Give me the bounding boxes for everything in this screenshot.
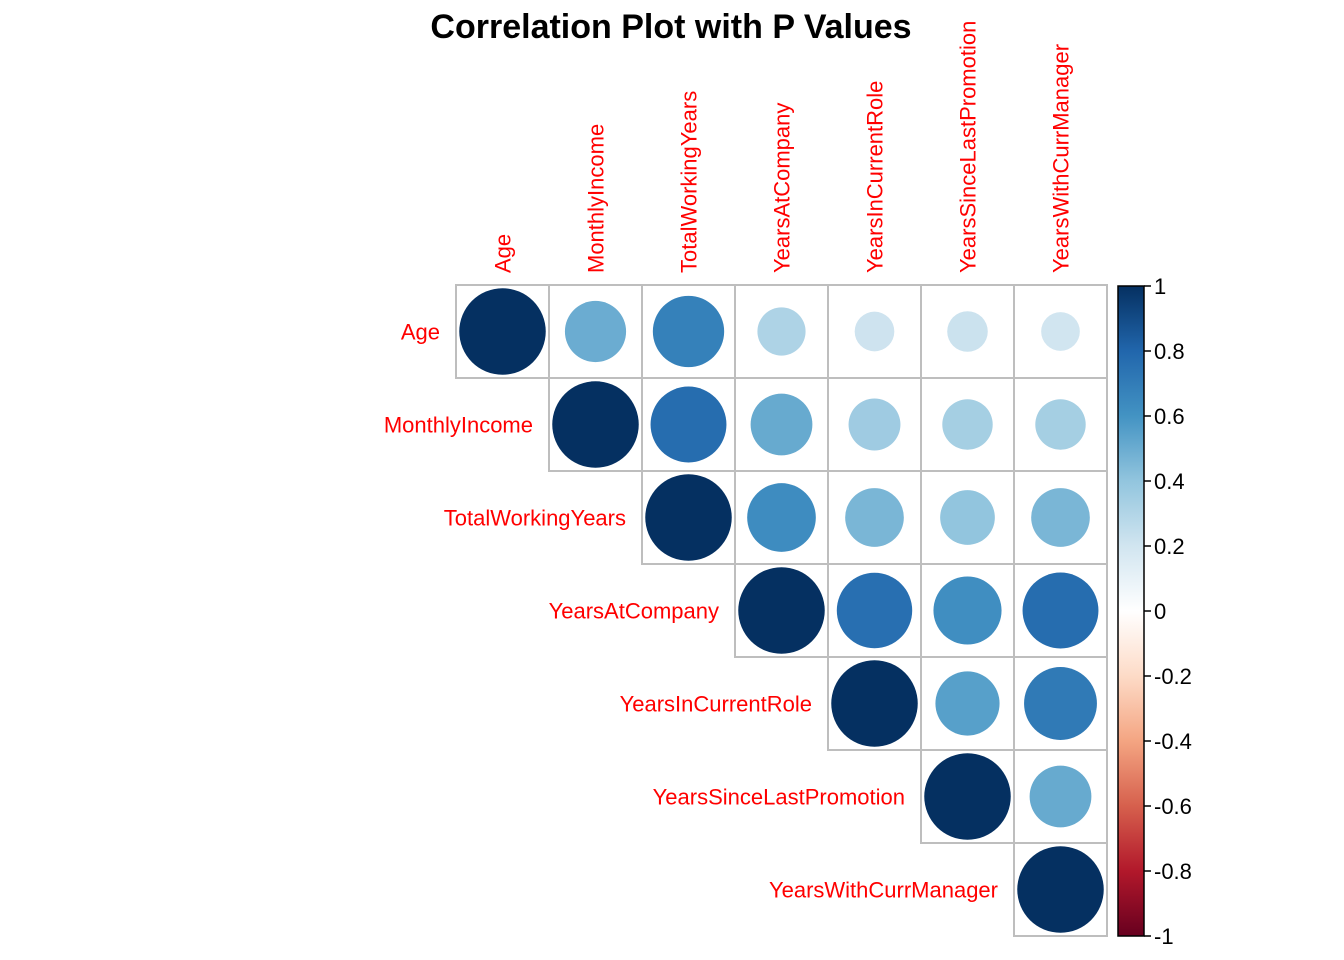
legend-tick-label: -0.8 (1154, 859, 1192, 884)
corr-circle-MonthlyIncome-YearsWithCurrManager (1035, 399, 1086, 450)
legend-tick-label: -0.4 (1154, 729, 1192, 754)
row-label: YearsInCurrentRole (620, 692, 812, 717)
legend-tick-label: 0.8 (1154, 339, 1185, 364)
row-label: TotalWorkingYears (444, 506, 626, 531)
corr-circle-TotalWorkingYears-YearsWithCurrManager (1031, 488, 1090, 547)
legend-tick-label: 0 (1154, 599, 1166, 624)
corr-circle-YearsInCurrentRole-YearsInCurrentRole (831, 660, 918, 747)
corr-circle-MonthlyIncome-YearsAtCompany (750, 393, 813, 456)
corr-circle-YearsSinceLastPromotion-YearsSinceLastPromotion (924, 753, 1011, 840)
corr-circle-Age-YearsSinceLastPromotion (947, 311, 988, 352)
color-legend: 1 0.8 0.6 0.4 0.2 0 -0.2 -0.4 -0.6 -0.8 -1 (1117, 274, 1192, 949)
corr-circle-YearsInCurrentRole-YearsWithCurrManager (1024, 667, 1097, 740)
row-label: MonthlyIncome (384, 413, 533, 438)
column-label: YearsWithCurrManager (1049, 44, 1074, 273)
corr-circle-TotalWorkingYears-TotalWorkingYears (645, 474, 732, 561)
legend-tick-label: 0.2 (1154, 534, 1185, 559)
legend-tick-label: -0.2 (1154, 664, 1192, 689)
corr-circle-Age-TotalWorkingYears (652, 295, 725, 368)
chart-title: Correlation Plot with P Values (430, 8, 911, 46)
legend-tick-label: -0.6 (1154, 794, 1192, 819)
corr-circle-YearsAtCompany-YearsSinceLastPromotion (933, 576, 1002, 645)
corr-circle-YearsSinceLastPromotion-YearsWithCurrManager (1029, 765, 1092, 828)
corr-circle-Age-MonthlyIncome (564, 300, 627, 363)
corr-circle-MonthlyIncome-MonthlyIncome (552, 381, 639, 468)
corr-circle-MonthlyIncome-YearsInCurrentRole (848, 398, 901, 451)
legend-tick-label: 1 (1154, 274, 1166, 299)
legend-color-bar (1117, 285, 1145, 937)
column-labels: Age MonthlyIncome TotalWorkingYears YearsAt… (491, 21, 1074, 273)
corr-circle-Age-YearsWithCurrManager (1041, 312, 1080, 351)
corr-circle-TotalWorkingYears-YearsSinceLastPromotion (940, 490, 995, 545)
corr-circle-TotalWorkingYears-YearsInCurrentRole (845, 488, 904, 547)
corr-circle-YearsAtCompany-YearsWithCurrManager (1022, 572, 1099, 649)
legend-tick-label: 0.4 (1154, 469, 1185, 494)
column-label: MonthlyIncome (584, 124, 609, 273)
row-labels: Age MonthlyIncome TotalWorkingYears YearsAt… (384, 320, 998, 903)
corr-circle-YearsWithCurrManager-YearsWithCurrManager (1017, 846, 1104, 933)
cell-YearsWithCurrManager-YearsWithCurrManager (1013, 842, 1108, 937)
corr-circle-YearsAtCompany-YearsAtCompany (738, 567, 825, 654)
corr-circle-Age-Age (459, 288, 546, 375)
row-label: YearsAtCompany (549, 599, 719, 624)
corr-circle-Age-YearsAtCompany (757, 307, 806, 356)
column-label: Age (491, 234, 516, 273)
column-label: TotalWorkingYears (677, 91, 702, 273)
legend-tick-label: -1 (1154, 924, 1174, 949)
column-label: YearsSinceLastPromotion (956, 21, 981, 273)
corr-circle-Age-YearsInCurrentRole (854, 311, 895, 352)
corr-circle-YearsInCurrentRole-YearsSinceLastPromotion (935, 671, 1000, 736)
column-label: YearsAtCompany (770, 103, 795, 273)
corr-circle-MonthlyIncome-TotalWorkingYears (650, 386, 727, 463)
correlation-cells (455, 284, 1108, 937)
column-label: YearsInCurrentRole (863, 81, 888, 273)
legend-tick-label: 0.6 (1154, 404, 1185, 429)
corr-circle-YearsAtCompany-YearsInCurrentRole (836, 572, 913, 649)
row-label: YearsSinceLastPromotion (653, 785, 905, 810)
row-label: YearsWithCurrManager (769, 878, 998, 903)
corr-circle-MonthlyIncome-YearsSinceLastPromotion (942, 399, 993, 450)
corr-circle-TotalWorkingYears-YearsAtCompany (747, 483, 816, 552)
row-label: Age (401, 320, 440, 345)
